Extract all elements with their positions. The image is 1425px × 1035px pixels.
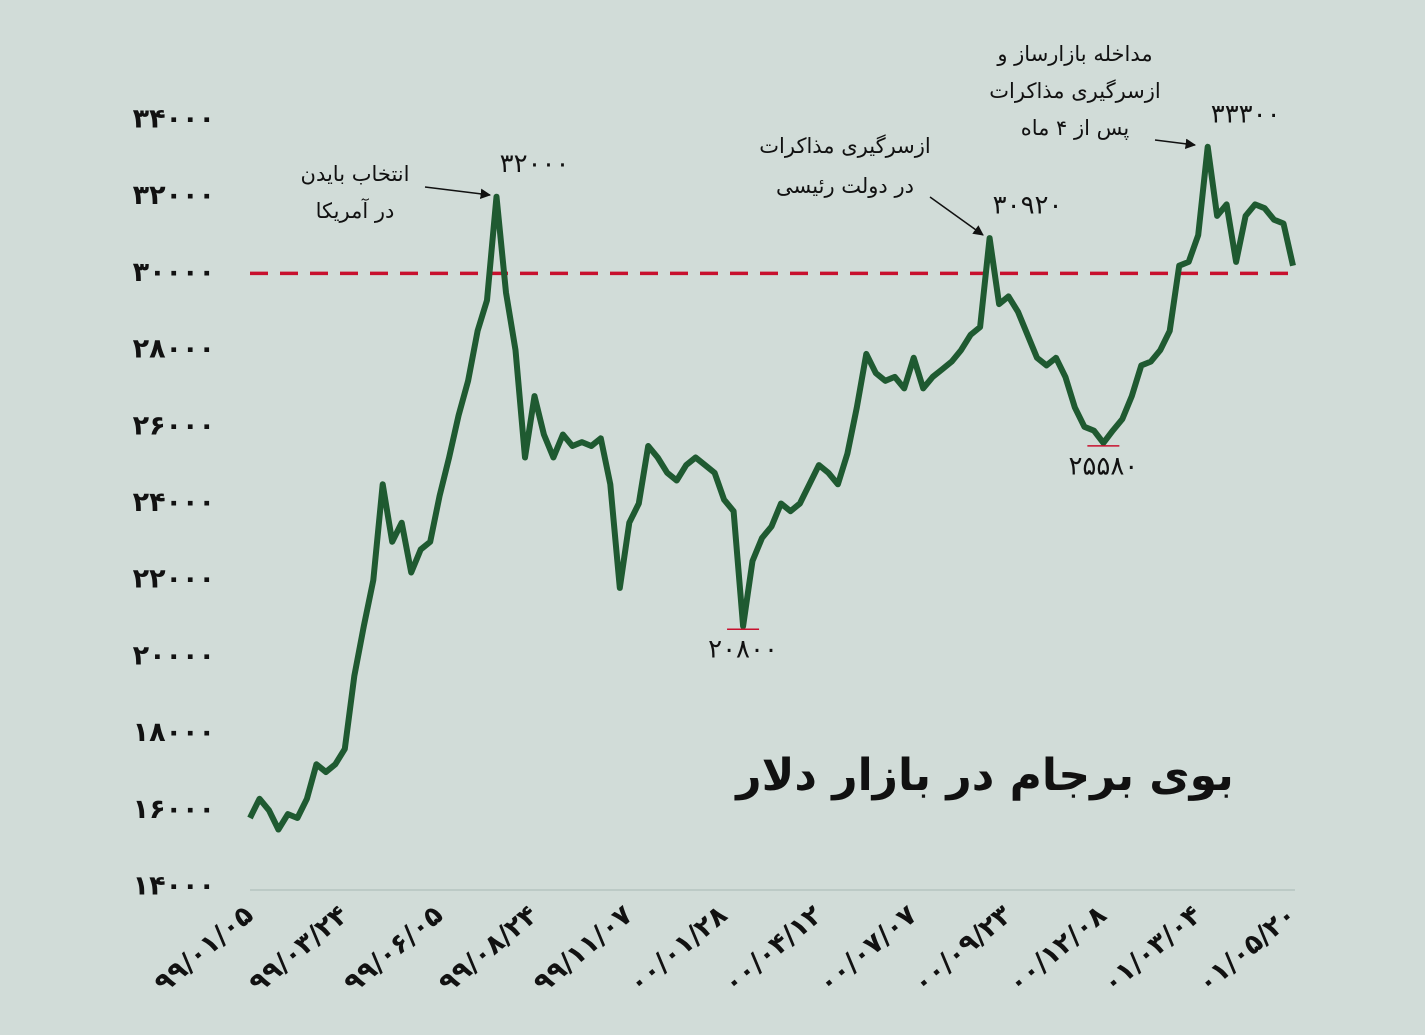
y-tick-label: ۳۲۰۰۰ (133, 180, 215, 211)
annotation-arrow (1154, 138, 1197, 150)
annotation: پس از ۴ ماه (1021, 116, 1130, 140)
value-label: ۳۳۳۰۰ (1211, 99, 1281, 129)
y-tick-label: ۲۸۰۰۰ (133, 334, 215, 365)
value-label: ۳۲۰۰۰ (500, 149, 570, 179)
annotation-arrow (424, 186, 492, 200)
y-tick-label: ۳۴۰۰۰ (133, 104, 215, 135)
price-line (247, 143, 1296, 833)
value-label: ۲۰۸۰۰ (708, 635, 778, 665)
y-tick-label: ۲۲۰۰۰ (133, 564, 215, 595)
y-tick-label: ۱۶۰۰۰ (133, 794, 215, 825)
y-tick-label: ۱۸۰۰۰ (133, 717, 215, 748)
annotation: ازسرگیری مذاکرات (759, 134, 931, 158)
y-tick-label: ۲۶۰۰۰ (133, 410, 215, 441)
annotation-arrow (929, 196, 984, 236)
annotation: در دولت رئیسی (776, 174, 914, 198)
y-tick-label: ۲۰۰۰۰ (133, 640, 215, 671)
y-tick-label: ۱۴۰۰۰ (133, 871, 215, 902)
chart-title: بوی برجام در بازار دلار (734, 750, 1233, 801)
value-label: ۳۰۹۲۰ (993, 191, 1063, 221)
y-tick-label: ۲۴۰۰۰ (133, 487, 215, 518)
value-label: ۲۵۵۸۰ (1068, 451, 1138, 481)
y-tick-label: ۳۰۰۰۰ (133, 257, 215, 288)
annotation: مداخله بازارساز و (996, 42, 1152, 66)
annotation: انتخاب بایدن (301, 162, 410, 186)
annotation: در آمریکا (316, 198, 395, 223)
annotation: ازسرگیری مذاکرات (989, 79, 1161, 103)
